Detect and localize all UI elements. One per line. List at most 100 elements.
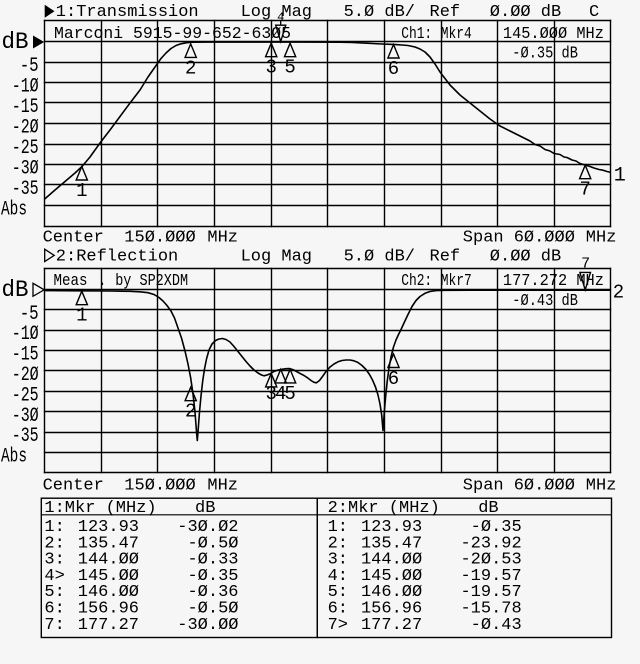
svg-text:1:: 1: <box>44 518 64 537</box>
svg-text:-19.57: -19.57 <box>460 567 521 586</box>
svg-text:Ref: Ref <box>430 3 461 22</box>
svg-text:-35: -35 <box>12 425 39 448</box>
svg-text:5: 5 <box>284 383 295 405</box>
svg-text:Ø.ØØ dB: Ø.ØØ dB <box>490 3 561 22</box>
svg-text:3:: 3: <box>328 551 348 570</box>
svg-text:3: 3 <box>265 383 276 405</box>
svg-text:-3Ø.Ø2: -3Ø.Ø2 <box>177 518 238 537</box>
svg-text:-3Ø: -3Ø <box>12 158 39 181</box>
svg-text:6Ø.ØØØ: 6Ø.ØØØ <box>514 229 575 248</box>
svg-text:-Ø.5Ø: -Ø.5Ø <box>187 600 238 619</box>
svg-text:2: 2 <box>613 281 624 303</box>
svg-text:Log Mag: Log Mag <box>241 3 312 22</box>
svg-text:5.Ø dB/: 5.Ø dB/ <box>344 3 415 22</box>
svg-text:1:Mkr (MHz): 1:Mkr (MHz) <box>44 499 156 518</box>
svg-text:2: 2 <box>185 57 196 79</box>
svg-text:-Ø.35: -Ø.35 <box>471 518 522 537</box>
svg-text:-5: -5 <box>20 303 39 326</box>
svg-text:dB: dB <box>195 499 215 518</box>
svg-text:4: 4 <box>275 383 286 405</box>
svg-text:-19.57: -19.57 <box>460 583 521 602</box>
svg-text:-2Ø: -2Ø <box>12 117 39 140</box>
svg-text:3: 3 <box>265 57 276 79</box>
svg-text:Mkr7: Mkr7 <box>441 272 472 291</box>
svg-text:156.96: 156.96 <box>78 600 139 619</box>
svg-text:Span: Span <box>463 476 504 495</box>
svg-text:2:: 2: <box>44 534 64 553</box>
svg-text:2: 2 <box>185 401 196 423</box>
svg-text:-Ø.43 dB: -Ø.43 dB <box>512 292 578 311</box>
svg-text:-5: -5 <box>20 55 39 78</box>
svg-text:4>: 4> <box>44 567 64 586</box>
svg-text:2:Mkr (MHz): 2:Mkr (MHz) <box>328 499 440 518</box>
svg-text:-15.78: -15.78 <box>460 600 521 619</box>
svg-text:1: 1 <box>76 180 87 202</box>
svg-text:Abs: Abs <box>1 446 27 469</box>
svg-text:4: 4 <box>277 11 284 25</box>
svg-text:145.ØØ: 145.ØØ <box>78 567 139 586</box>
svg-text:1:: 1: <box>328 518 348 537</box>
svg-text:15Ø.ØØØ: 15Ø.ØØØ <box>124 229 195 248</box>
svg-text:6:: 6: <box>44 600 64 619</box>
svg-text:135.47: 135.47 <box>361 534 422 553</box>
svg-text:-1Ø: -1Ø <box>12 76 39 99</box>
svg-text:-Ø.5Ø: -Ø.5Ø <box>187 534 238 553</box>
svg-text:Center: Center <box>43 229 104 248</box>
svg-text:3:: 3: <box>44 551 64 570</box>
svg-text:145.ØØ: 145.ØØ <box>361 567 422 586</box>
svg-text:-3Ø: -3Ø <box>12 405 39 428</box>
svg-text:6:: 6: <box>328 600 348 619</box>
svg-text:146.ØØ: 146.ØØ <box>78 583 139 602</box>
svg-text:-15: -15 <box>12 96 39 119</box>
svg-text:MHz: MHz <box>586 476 617 495</box>
svg-text:7>: 7> <box>328 616 348 635</box>
svg-text:-Ø.35: -Ø.35 <box>187 567 238 586</box>
svg-text:Ref: Ref <box>430 248 461 267</box>
svg-text:Span: Span <box>463 229 504 248</box>
svg-text:Center: Center <box>43 476 104 495</box>
svg-text:123.93: 123.93 <box>361 518 422 537</box>
svg-text:123.93: 123.93 <box>78 518 139 537</box>
svg-text:Mkr4: Mkr4 <box>441 25 472 44</box>
svg-text:7: 7 <box>581 256 590 273</box>
svg-text:6: 6 <box>388 58 399 80</box>
svg-text:6Ø.ØØØ: 6Ø.ØØØ <box>514 476 575 495</box>
svg-text:-Ø.43: -Ø.43 <box>471 616 522 635</box>
svg-text:5.Ø dB/: 5.Ø dB/ <box>344 248 415 267</box>
svg-text:7:: 7: <box>44 616 64 635</box>
svg-text:-1Ø: -1Ø <box>12 323 39 346</box>
svg-text:5:: 5: <box>44 583 64 602</box>
svg-text:144.ØØ: 144.ØØ <box>361 551 422 570</box>
svg-text:5:: 5: <box>328 583 348 602</box>
svg-text:-2Ø: -2Ø <box>12 364 39 387</box>
svg-text:Marconi 5915-99-652-63Ø5: Marconi 5915-99-652-63Ø5 <box>54 25 291 44</box>
svg-text:MHz: MHz <box>207 476 238 495</box>
svg-text:5: 5 <box>284 57 295 79</box>
svg-text:by SP2XDM: by SP2XDM <box>115 272 188 291</box>
svg-text:Log Mag: Log Mag <box>241 248 312 267</box>
svg-text:-Ø.36: -Ø.36 <box>187 583 238 602</box>
svg-text:-Ø.33: -Ø.33 <box>187 551 238 570</box>
svg-text:.: . <box>97 272 107 291</box>
svg-text:1: 1 <box>76 305 87 327</box>
svg-text:MHz: MHz <box>207 229 238 248</box>
svg-text:156.96: 156.96 <box>361 600 422 619</box>
svg-text:135.47: 135.47 <box>78 534 139 553</box>
svg-text:4:: 4: <box>328 567 348 586</box>
svg-text:2:Reflection: 2:Reflection <box>56 248 178 267</box>
svg-text:-25: -25 <box>12 137 39 160</box>
svg-text:MHz: MHz <box>586 229 617 248</box>
svg-text:177.272 MHz: 177.272 MHz <box>503 272 604 291</box>
svg-text:15Ø.ØØØ: 15Ø.ØØØ <box>124 476 195 495</box>
svg-text:-23.92: -23.92 <box>460 534 521 553</box>
svg-text:145.ØØØ MHz: 145.ØØØ MHz <box>503 25 604 44</box>
svg-text:Meas: Meas <box>54 272 88 291</box>
svg-text:146.ØØ: 146.ØØ <box>361 583 422 602</box>
svg-text:7: 7 <box>579 179 590 201</box>
svg-text:1:Transmission: 1:Transmission <box>56 3 199 22</box>
svg-text:Ø.ØØ dB: Ø.ØØ dB <box>490 248 561 267</box>
svg-text:-3Ø.ØØ: -3Ø.ØØ <box>177 616 238 635</box>
svg-text:dB: dB <box>2 277 29 303</box>
svg-text:144.ØØ: 144.ØØ <box>78 551 139 570</box>
svg-text:6: 6 <box>388 368 399 390</box>
